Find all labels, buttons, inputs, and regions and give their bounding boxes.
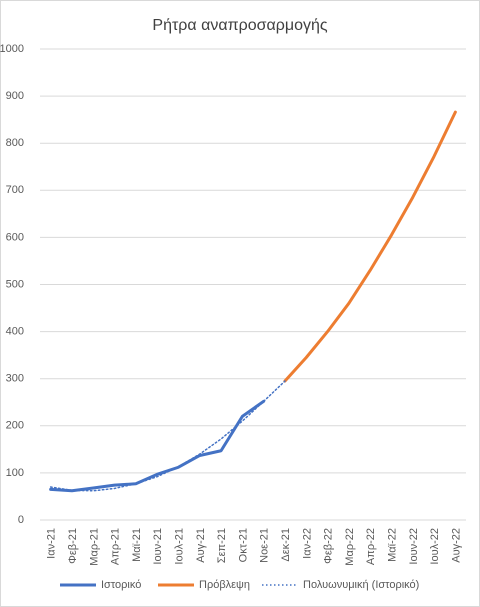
x-tick-label: Απρ-21 [110,528,122,565]
legend-label: Ιστορικό [101,579,141,591]
x-tick-label: Οκτ-21 [237,528,249,562]
legend-label: Πολυωνυμική (Ιστορικό) [303,579,419,591]
y-tick-label: 500 [6,278,24,290]
y-tick-label: 900 [6,90,24,102]
x-tick-label: Μαϊ-21 [131,528,143,562]
series-line [283,110,457,383]
y-tick-label: 100 [6,467,24,479]
x-tick-label: Ιουλ-22 [429,528,441,565]
x-tick-label: Ιουλ-21 [173,528,185,565]
x-tick-label: Ιαν-22 [301,528,313,559]
x-tick-label: Απρ-22 [365,528,377,565]
y-tick-label: 800 [6,137,24,149]
x-tick-label: Μαρ-22 [344,528,356,566]
y-tick-label: 0 [18,514,24,526]
x-tick-label: Νοε-21 [259,528,271,563]
legend-label: Πρόβλεψη [199,579,250,591]
x-tick-label: Σεπ-21 [216,528,228,563]
y-tick-label: 200 [6,420,24,432]
y-tick-label: 400 [6,326,24,338]
series-line [49,380,286,492]
x-tick-label: Μαρ-21 [88,528,100,566]
x-tick-label: Φεβ-21 [67,528,79,564]
x-tick-label: Ιουν-21 [152,528,164,565]
series-line [49,399,266,493]
x-tick-label: Ιαν-21 [46,528,58,559]
x-tick-label: Ιουν-22 [408,528,420,565]
y-tick-label: 300 [6,373,24,385]
x-tick-label: Μαϊ-22 [386,528,398,562]
x-tick-label: Φεβ-22 [323,528,335,564]
chart-title: Ρήτρα αναπροσαρμογής [152,17,327,34]
x-tick-label: Δεκ-21 [280,528,292,562]
x-tick-label: Αυγ-21 [195,528,207,563]
y-tick-label: 1000 [0,43,24,55]
x-tick-label: Αυγ-22 [450,528,462,563]
y-tick-label: 700 [6,184,24,196]
y-tick-label: 600 [6,231,24,243]
